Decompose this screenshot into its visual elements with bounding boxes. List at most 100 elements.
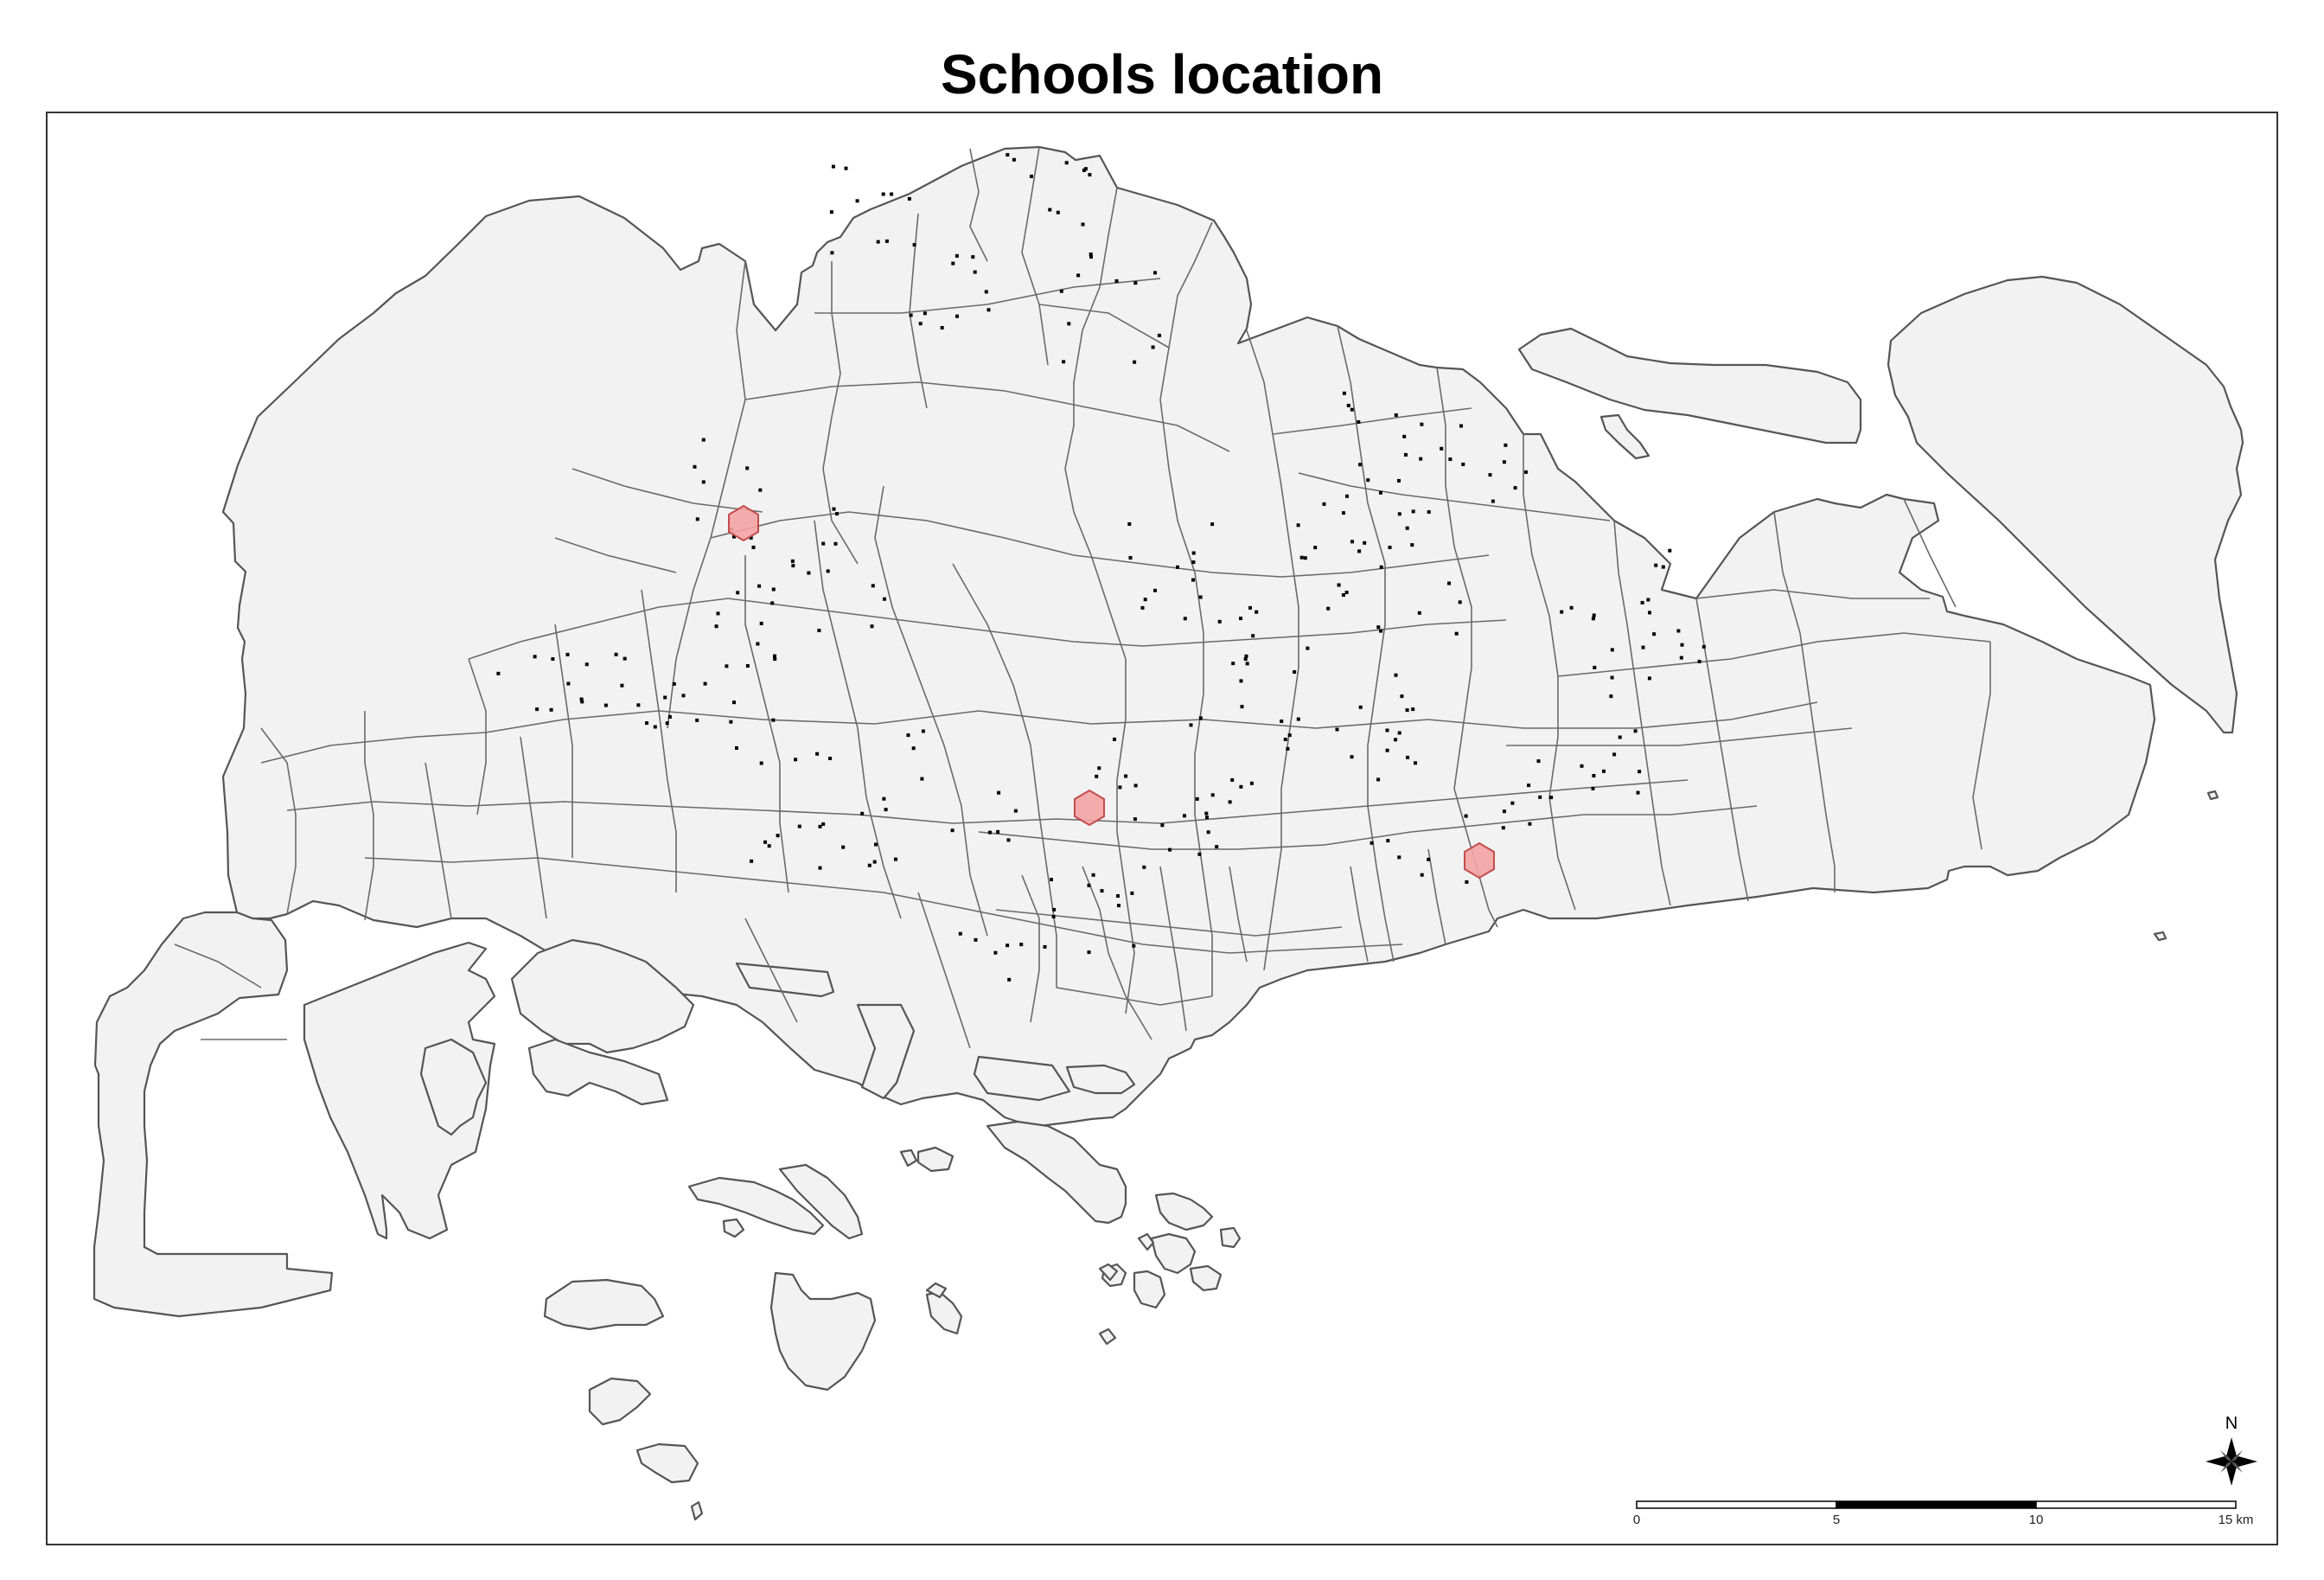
school-point: [725, 664, 729, 668]
sentosa: [986, 1120, 1127, 1225]
school-point: [756, 642, 760, 646]
school-point: [1143, 598, 1147, 602]
school-point: [1419, 457, 1423, 461]
school-point: [1095, 774, 1099, 778]
school-point: [974, 937, 978, 942]
school-point: [776, 834, 780, 838]
southern-island-2: [778, 1163, 864, 1240]
school-points: [496, 153, 1706, 982]
school-point: [1006, 944, 1010, 948]
hexagon-marker-woodlands[interactable]: [728, 504, 759, 542]
southern-island-22: [2153, 931, 2168, 942]
school-point: [1118, 785, 1122, 790]
school-point: [551, 657, 555, 661]
school-point: [1133, 784, 1138, 788]
school-point: [1402, 434, 1407, 438]
hexagon-marker-marine-parade[interactable]: [1464, 841, 1495, 880]
school-point: [667, 714, 672, 719]
school-point: [1591, 617, 1595, 621]
school-point: [884, 808, 888, 812]
pulau-ubin: [1517, 327, 1862, 445]
school-point: [1243, 657, 1248, 662]
school-point: [681, 694, 686, 698]
school-point: [1702, 644, 1706, 649]
school-point: [1394, 413, 1398, 417]
hexagon-marker-toa-payoh[interactable]: [1074, 789, 1105, 827]
school-point: [1130, 891, 1134, 895]
school-point: [821, 541, 826, 546]
school-point: [807, 571, 811, 575]
school-point: [1286, 746, 1290, 751]
school-point: [1536, 759, 1541, 764]
school-point: [1569, 605, 1574, 610]
southern-island-3: [543, 1278, 665, 1331]
hexagon-markers: [728, 504, 1495, 880]
school-point: [751, 545, 756, 549]
school-point: [759, 761, 763, 765]
school-point: [1346, 403, 1350, 407]
school-point: [993, 950, 998, 955]
school-point: [1230, 777, 1235, 782]
school-point: [1306, 646, 1310, 650]
school-point: [855, 199, 859, 203]
southern-island-9: [1150, 1232, 1197, 1275]
school-point: [1341, 593, 1345, 597]
school-point: [1013, 809, 1018, 813]
school-point: [1293, 670, 1297, 674]
school-point: [1350, 755, 1354, 759]
school-point: [1397, 478, 1401, 483]
school-point: [1641, 645, 1645, 649]
school-point: [1157, 333, 1161, 337]
school-point: [763, 840, 767, 844]
school-point: [1417, 611, 1421, 615]
school-point: [1385, 728, 1389, 732]
southern-island-6: [588, 1377, 652, 1426]
school-point: [1081, 222, 1085, 227]
school-point: [882, 796, 886, 801]
main-island: [221, 145, 2156, 1128]
school-point: [716, 611, 720, 616]
school-point: [940, 326, 944, 329]
map-canvas[interactable]: N 0 5 10 15 km: [48, 113, 2278, 1545]
school-point: [1206, 830, 1210, 835]
school-point: [770, 601, 775, 605]
school-point: [791, 564, 795, 568]
school-point: [1680, 643, 1684, 647]
school-point: [1127, 522, 1132, 526]
school-point: [603, 703, 608, 707]
school-point: [1240, 705, 1244, 709]
school-point: [1610, 648, 1614, 652]
school-point: [1114, 279, 1119, 283]
school-point: [918, 322, 923, 326]
school-point: [729, 720, 733, 724]
school-point: [735, 746, 738, 750]
school-point: [1454, 631, 1459, 636]
school-point: [1280, 720, 1284, 723]
school-point: [693, 464, 697, 469]
school-point: [565, 652, 570, 656]
school-point: [997, 790, 1001, 795]
school-point: [757, 584, 762, 588]
school-point: [1618, 735, 1622, 739]
school-point: [732, 534, 736, 539]
school-point: [622, 656, 627, 661]
school-point: [1153, 588, 1157, 592]
school-point: [1397, 512, 1401, 516]
southern-island-7: [635, 1442, 699, 1484]
school-point: [984, 290, 988, 294]
school-point: [955, 314, 959, 318]
school-point: [1697, 659, 1702, 663]
southern-island-19: [899, 1148, 918, 1167]
school-point: [1448, 457, 1452, 461]
school-point: [1560, 610, 1564, 614]
southern-island-23: [2206, 790, 2219, 801]
school-point: [1592, 774, 1596, 777]
school-point: [1668, 548, 1672, 553]
school-point: [1580, 764, 1584, 768]
school-point: [1538, 795, 1542, 799]
school-point: [1198, 716, 1203, 720]
school-point: [1097, 766, 1101, 771]
school-point: [1239, 679, 1243, 683]
north-arrow-icon: N: [2206, 1414, 2257, 1486]
school-point: [1296, 523, 1300, 528]
